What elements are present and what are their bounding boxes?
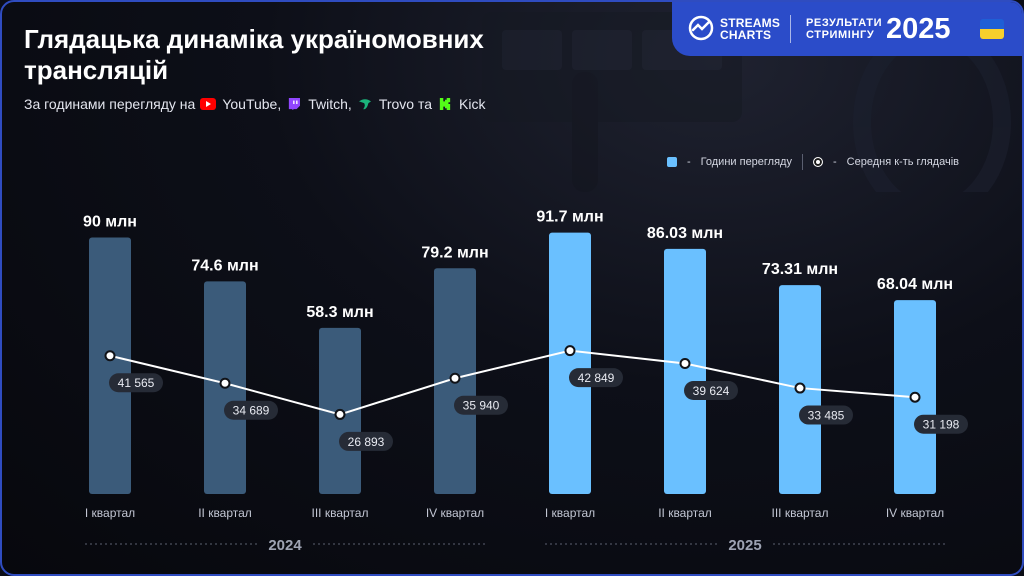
brand-results: РЕЗУЛЬТАТИ СТРИМІНГУ (806, 17, 883, 41)
platform-kick: Kick (437, 96, 485, 112)
viewers-value-label: 34 689 (233, 404, 270, 418)
platform-label: Twitch, (308, 96, 352, 112)
x-tick-label: IV квартал (886, 506, 944, 520)
viewers-label-pill (684, 381, 738, 401)
bar-value-label: 73.31 млн (762, 261, 838, 278)
year-group-label: 2025 (728, 537, 761, 554)
viewers-point (679, 358, 691, 370)
bar (89, 237, 131, 494)
viewers-label-pill (109, 373, 163, 393)
brand-divider (790, 15, 791, 43)
viewers-value-label: 31 198 (923, 418, 960, 432)
ukraine-flag-icon (980, 19, 1004, 39)
viewers-point (564, 345, 576, 357)
brand-name: STREAMS CHARTS (720, 16, 781, 42)
legend-line-label: Середня к-ть глядачів (846, 156, 959, 168)
bar-value-label: 74.6 млн (191, 257, 258, 274)
platform-label: Kick (459, 96, 486, 112)
viewers-label-pill (799, 405, 853, 425)
platform-youtube: YouTube, (200, 96, 281, 112)
viewers-value-label: 42 849 (578, 371, 615, 385)
platform-label: YouTube, (222, 96, 282, 112)
subtitle: За годинами перегляду на YouTube, Twitch… (24, 96, 485, 112)
bar-value-label: 68.04 млн (877, 276, 953, 293)
platform-label: Trovo та (378, 96, 433, 112)
trovo-icon (358, 99, 371, 110)
kick-icon (439, 98, 451, 110)
subtitle-prefix: За годинами перегляду на (24, 96, 196, 112)
x-tick-label: III квартал (312, 506, 369, 520)
platform-trovo: Trovo та (357, 96, 432, 112)
viewers-label-pill (339, 431, 393, 451)
page-title: Глядацька динаміка україномовних трансля… (24, 24, 484, 85)
legend-line-marker (812, 157, 823, 167)
bar (549, 232, 591, 494)
legend-separator (801, 154, 803, 170)
viewers-value-label: 35 940 (463, 399, 500, 413)
bar-value-label: 90 млн (83, 214, 137, 231)
legend-bar-swatch (667, 157, 677, 167)
year-group-label: 2024 (268, 537, 302, 554)
legend-bars-label: Години перегляду (700, 156, 792, 168)
bar-value-label: 58.3 млн (306, 304, 373, 321)
viewers-line (109, 349, 916, 416)
viewers-point (449, 372, 461, 384)
x-tick-label: I квартал (545, 506, 595, 520)
legend-dash: - (832, 156, 837, 168)
viewers-label-pill (914, 414, 968, 434)
viewers-value-label: 26 893 (348, 435, 385, 449)
x-tick-label: II квартал (658, 506, 712, 520)
legend-dash: - (687, 156, 691, 168)
platform-twitch: Twitch, (286, 96, 352, 112)
x-tick-label: I квартал (85, 506, 135, 520)
viewers-value-label: 33 485 (808, 409, 845, 423)
viewers-point (219, 377, 231, 389)
viewers-point (104, 350, 116, 362)
streams-charts-logo-icon (688, 15, 714, 41)
viewers-point (334, 408, 346, 420)
viewers-label-pill (569, 368, 623, 388)
youtube-icon (200, 98, 217, 110)
viewers-label-pill (454, 395, 508, 415)
x-tick-label: III квартал (772, 506, 829, 520)
viewers-value-label: 39 624 (693, 384, 730, 398)
bar (664, 248, 706, 494)
x-tick-label: II квартал (198, 506, 252, 520)
brand-year: 2025 (886, 13, 951, 45)
viewers-point (909, 391, 921, 403)
bar-value-label: 91.7 млн (536, 209, 603, 226)
viewers-label-pill (224, 400, 278, 420)
viewers-value-label: 41 565 (118, 376, 155, 390)
brand-badge: STREAMS CHARTS РЕЗУЛЬТАТИ СТРИМІНГУ 2025 (672, 2, 1022, 56)
bar-value-label: 79.2 млн (421, 244, 488, 261)
viewers-point (794, 382, 806, 394)
twitch-icon (289, 98, 301, 110)
legend: - Години перегляду - Середня к-ть глядач… (667, 154, 959, 170)
bar-value-label: 86.03 млн (647, 225, 723, 242)
x-tick-label: IV квартал (426, 506, 484, 520)
